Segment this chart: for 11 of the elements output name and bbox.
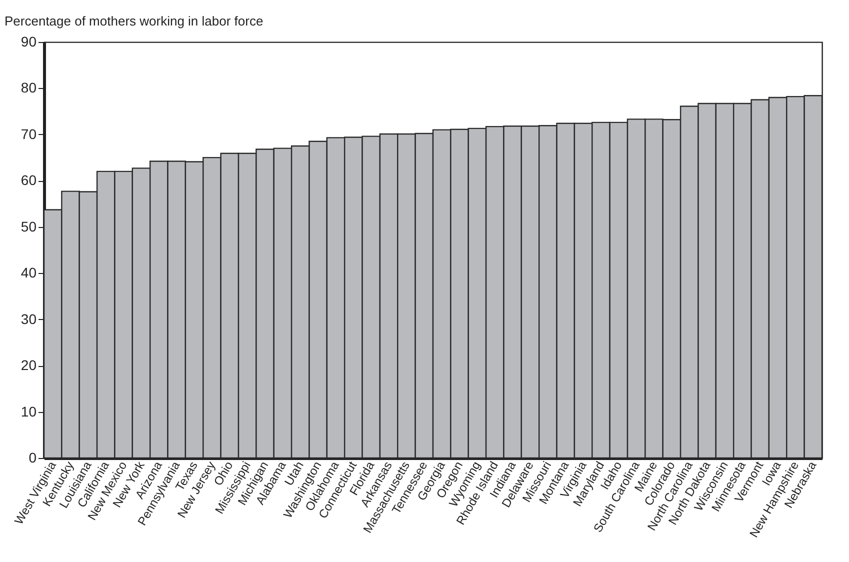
y-tick-label: 0	[28, 450, 37, 466]
y-tick-label: 30	[20, 310, 37, 327]
y-tick-label: 50	[20, 218, 37, 234]
y-tick-label: 20	[20, 357, 37, 374]
y-axis-title: Percentage of mothers working in labor force	[4, 14, 264, 28]
y-tick-label: 10	[20, 403, 37, 420]
y-tick-label: 40	[20, 264, 37, 281]
y-tick-label: 70	[20, 126, 37, 142]
y-tick-label: 80	[20, 80, 37, 96]
y-tick-label: 60	[20, 172, 37, 188]
y-tick-label: 90	[20, 34, 37, 50]
